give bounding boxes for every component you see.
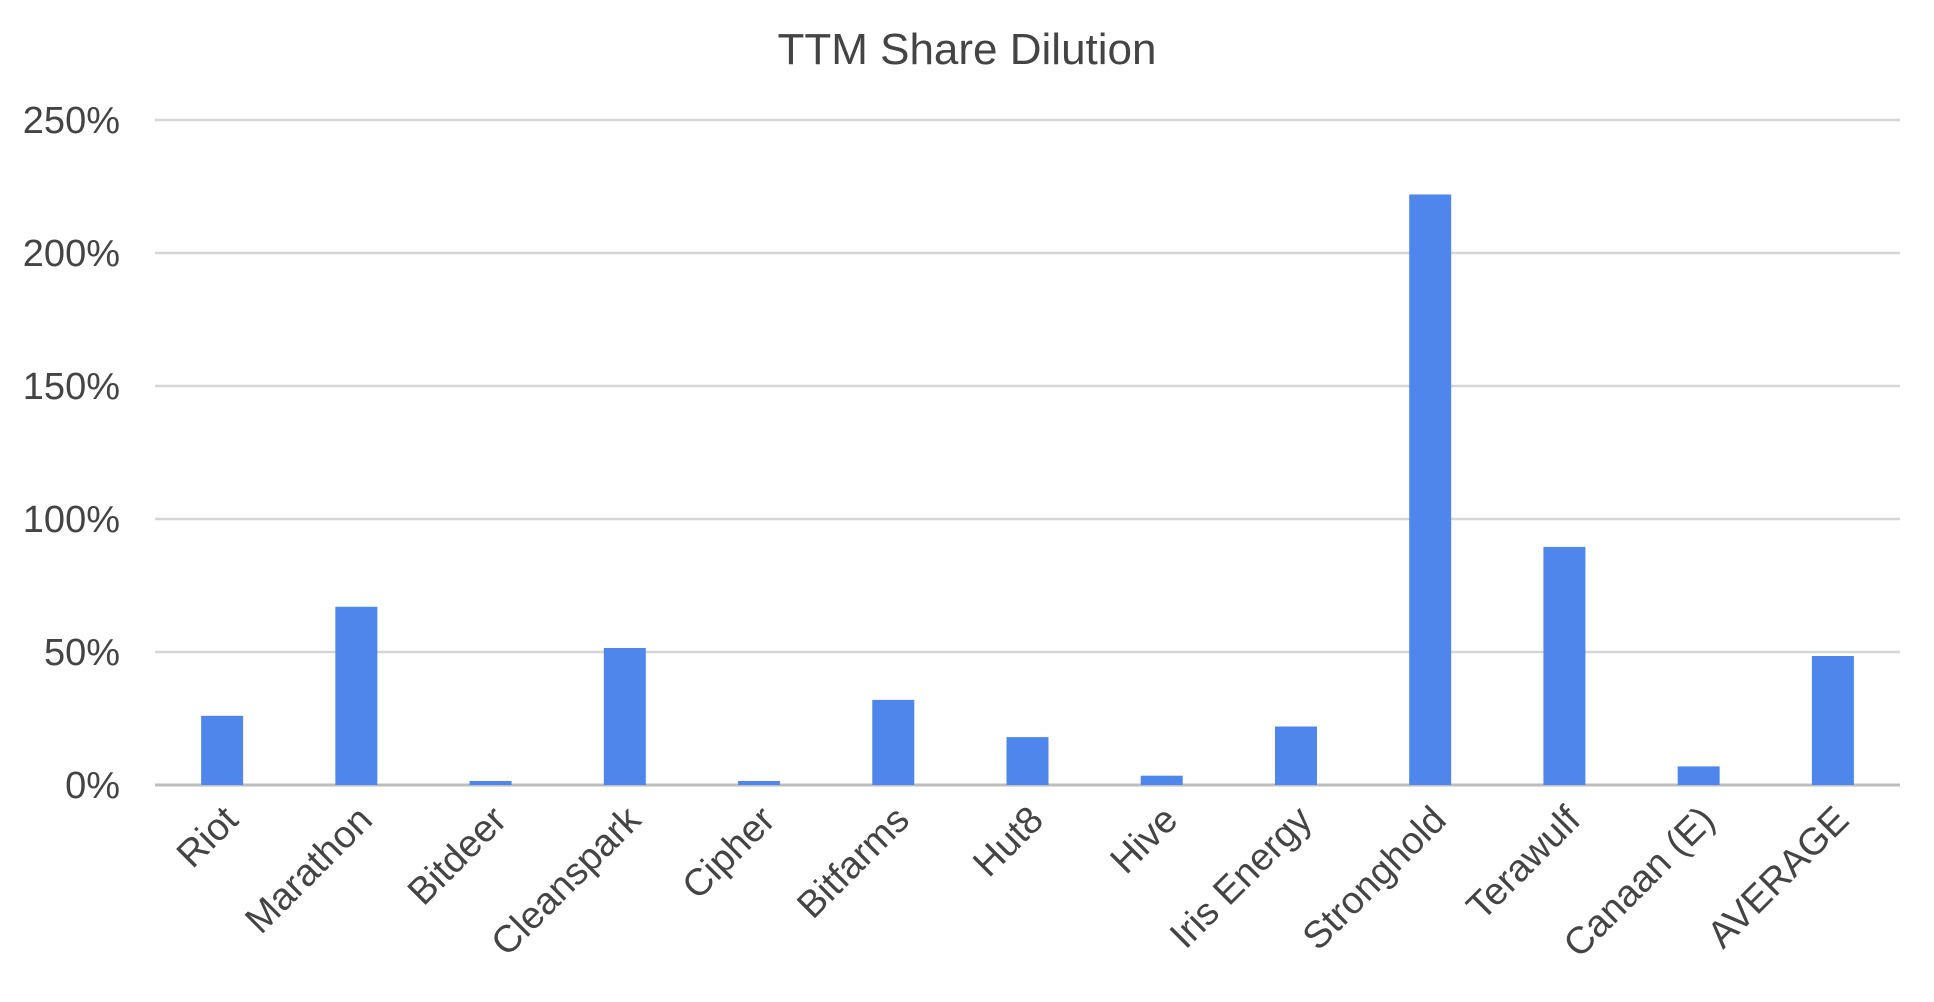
x-tick-label: Terawulf xyxy=(1459,798,1589,928)
x-tick-label: Hive xyxy=(1103,799,1186,882)
bar xyxy=(1811,655,1854,785)
y-tick-label: 0% xyxy=(65,765,120,807)
bar xyxy=(872,699,915,785)
y-tick-label: 50% xyxy=(44,632,120,674)
y-axis-ticks: 0% 50% 100% 150% 200% 250% xyxy=(23,100,120,807)
x-tick-label: Bitdeer xyxy=(400,798,515,913)
chart-title: TTM Share Dilution xyxy=(777,25,1156,74)
x-tick-label: Bitfarms xyxy=(789,799,917,927)
y-tick-label: 200% xyxy=(23,233,120,275)
y-tick-label: 250% xyxy=(23,100,120,142)
bar xyxy=(1274,726,1317,785)
bars xyxy=(201,194,1854,786)
x-tick-label: AVERAGE xyxy=(1700,799,1858,957)
bar xyxy=(1006,737,1049,785)
bar xyxy=(335,606,378,785)
x-tick-label: Marathon xyxy=(237,799,380,942)
x-tick-label: Hut8 xyxy=(965,799,1051,885)
bar xyxy=(201,715,244,785)
bar xyxy=(1677,766,1720,785)
bar xyxy=(469,781,512,785)
x-tick-label: Stronghold xyxy=(1295,799,1455,959)
x-tick-label: Cipher xyxy=(675,798,784,907)
x-tick-label: Iris Energy xyxy=(1162,799,1320,957)
bar xyxy=(1409,194,1452,786)
bar xyxy=(738,781,781,785)
y-tick-label: 150% xyxy=(23,366,120,408)
bar xyxy=(1140,775,1183,785)
bar xyxy=(603,648,646,785)
x-tick-label: Riot xyxy=(169,798,247,876)
bar xyxy=(1543,546,1586,785)
y-tick-label: 100% xyxy=(23,499,120,541)
gridlines xyxy=(155,118,1900,787)
